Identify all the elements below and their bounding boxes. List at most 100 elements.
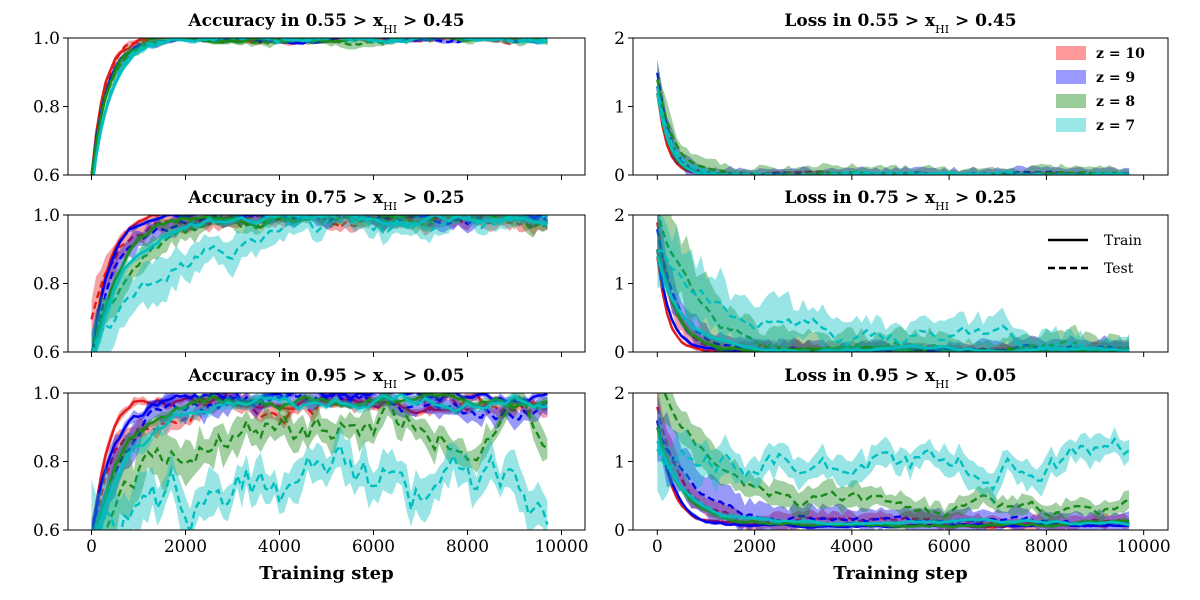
band-test-z9 [657,393,1130,530]
band-test-z9 [91,38,538,175]
line-train-z7 [94,393,548,530]
line-test-z7 [656,86,1130,175]
x-tick-label: 4000 [830,537,873,557]
x-tick-label: 0 [652,537,663,557]
x-tick-label: 10000 [534,537,588,557]
band-train-z8 [91,38,548,175]
y-tick-label: 0.8 [33,275,60,295]
legend-label: z = 7 [1096,118,1135,134]
y-tick-label: 0.6 [33,521,60,541]
panel-title: Accuracy in 0.55 > xHI > 0.45 [187,11,464,36]
x-tick-label: 8000 [446,537,489,557]
line-train-z10 [91,215,548,352]
band-train-z7 [93,38,548,175]
band-test-z7 [91,215,548,352]
axes-frame [67,37,586,176]
panel-6: Loss in 0.95 > xHI > 0.05 0 1 2 0 2000 4000 600… [614,366,1171,584]
line-test-z8 [663,393,1130,519]
y-tick-label: 1.0 [33,29,60,49]
y-tick-label: 0.6 [33,166,60,186]
y-tick-label: 1.0 [33,384,60,404]
band-test-z10 [91,38,548,175]
band-test-z9 [91,393,548,530]
legend-label: z = 8 [1096,94,1135,110]
x-tick-label: 2000 [164,537,207,557]
line-test-z9 [94,393,548,530]
legend-label: Test [1104,261,1134,277]
x-tick-label: 6000 [928,537,971,557]
legend-z: z = 10 z = 9 z = 8 z = 7 [1056,46,1145,134]
line-train-z7 [656,440,1130,526]
panel-3: Accuracy in 0.75 > xHI > 0.25 0.6 0.8 1.0 [33,188,586,363]
plot-area [656,215,1130,352]
line-test-z7 [99,443,549,530]
band-test-z8 [657,393,1130,529]
band-train-z10 [91,38,548,175]
panel-4: Loss in 0.75 > xHI > 0.25 0 1 2 Train Test [614,188,1169,363]
plot-area [656,393,1130,530]
line-test-z7 [657,249,1130,352]
panel-title: Loss in 0.95 > xHI > 0.05 [784,366,1016,391]
x-tick-label: 0 [86,537,97,557]
band-test-z7 [657,215,1130,352]
line-test-z8 [104,397,549,530]
line-train-z7 [92,38,548,175]
y-tick-label: 1.0 [33,206,60,226]
line-test-z8 [657,215,1130,352]
y-tick-label: 0 [614,166,625,186]
panel-5: Accuracy in 0.95 > xHI > 0.05 0.6 0.8 1.0 0 2… [33,366,589,584]
line-train-z8 [656,427,1130,529]
x-tick-label: 2000 [733,537,776,557]
line-train-z8 [95,393,548,530]
y-tick-label: 0.8 [33,453,60,473]
y-tick-label: 0 [614,343,625,363]
y-tick-label: 0.6 [33,343,60,363]
axes-frame [632,37,1169,176]
legend-label: z = 10 [1096,46,1145,62]
line-train-z9 [90,38,548,175]
line-test-z7 [656,436,1130,492]
panel-title: Accuracy in 0.75 > xHI > 0.25 [187,188,464,213]
legend-swatch [1056,46,1086,60]
band-test-z7 [93,38,548,175]
line-train-z8 [90,38,548,175]
line-train-z9 [91,393,548,530]
band-test-z8 [657,215,1130,352]
line-test-z7 [91,215,549,352]
x-tick-label: 4000 [258,537,301,557]
plot-area [90,38,548,175]
legend-label: Train [1104,233,1142,249]
panel-title: Loss in 0.75 > xHI > 0.25 [784,188,1016,213]
x-axis-label: Training step [259,563,393,584]
line-train-z7 [93,215,548,352]
line-test-z8 [90,38,548,175]
legend-swatch [1056,70,1086,84]
band-test-z8 [91,38,548,175]
panel-title: Loss in 0.55 > xHI > 0.45 [784,11,1016,36]
panel-1: Accuracy in 0.55 > xHI > 0.45 0.6 0.8 1.0 [33,11,586,186]
plot-area [91,393,549,530]
y-tick-label: 1 [614,275,625,295]
y-tick-label: 1 [614,453,625,473]
panel-title: Accuracy in 0.95 > xHI > 0.05 [187,366,464,391]
band-test-z8 [657,61,1130,175]
y-tick-label: 2 [614,29,625,49]
line-test-z10 [90,38,545,175]
y-tick-label: 2 [614,384,625,404]
plot-area [90,215,549,352]
y-tick-label: 1 [614,98,625,118]
band-test-z10 [91,393,548,530]
y-tick-label: 0.8 [33,98,60,118]
x-tick-label: 10000 [1117,537,1171,557]
x-tick-label: 8000 [1025,537,1068,557]
band-train-z9 [91,215,548,352]
y-tick-label: 0 [614,521,625,541]
y-tick-label: 2 [614,206,625,226]
line-train-z10 [90,38,548,175]
legend-swatch [1056,118,1086,132]
line-test-z9 [90,38,508,175]
band-train-z9 [91,38,548,175]
x-tick-label: 6000 [352,537,395,557]
